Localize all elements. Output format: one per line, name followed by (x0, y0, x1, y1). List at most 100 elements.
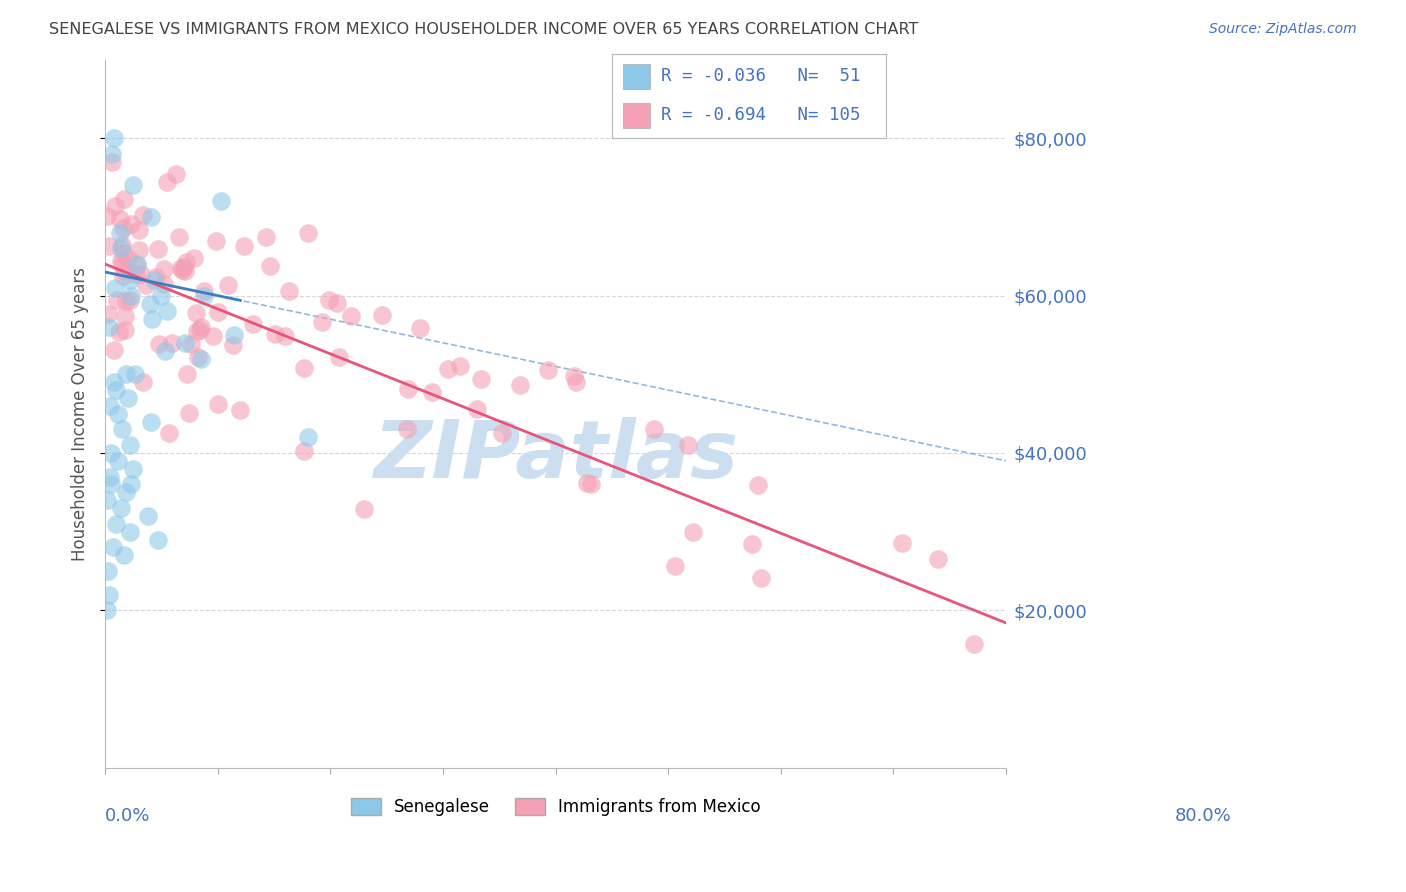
Point (124, 368, 146, 382)
Point (581, 476, 603, 491)
Point (395, 422, 418, 436)
Point (190, 320, 212, 334)
Text: 80.0%: 80.0% (1174, 806, 1232, 824)
Point (749, 571, 772, 585)
Point (204, 234, 226, 248)
Point (294, 443, 316, 458)
Point (104, 383, 127, 397)
Point (186, 306, 208, 320)
Point (173, 260, 195, 274)
Point (117, 252, 139, 266)
Point (104, 281, 127, 295)
Point (108, 325, 131, 339)
Point (173, 264, 195, 278)
Point (105, 516, 128, 531)
Point (174, 335, 197, 350)
Point (437, 362, 460, 376)
Point (111, 220, 134, 235)
Point (103, 375, 125, 389)
Point (145, 270, 167, 285)
Point (112, 549, 135, 563)
Point (326, 296, 349, 310)
Point (259, 259, 281, 273)
Point (193, 284, 215, 298)
Point (122, 178, 145, 193)
Point (209, 194, 232, 209)
Point (136, 508, 159, 523)
Point (278, 284, 301, 298)
Point (110, 253, 132, 268)
Point (104, 199, 127, 213)
Point (207, 397, 229, 411)
Legend: Senegalese, Immigrants from Mexico: Senegalese, Immigrants from Mexico (344, 791, 768, 823)
Text: R = -0.694   N= 105: R = -0.694 N= 105 (661, 106, 860, 124)
Point (98, 399, 121, 413)
Point (176, 367, 198, 381)
Point (370, 308, 392, 322)
Point (111, 256, 134, 270)
Point (449, 359, 471, 374)
Point (409, 321, 432, 335)
Point (162, 336, 184, 351)
Point (398, 382, 420, 396)
Text: 0.0%: 0.0% (105, 806, 150, 824)
Point (157, 425, 180, 440)
Point (122, 461, 145, 475)
Point (190, 351, 212, 366)
Point (127, 257, 149, 271)
Point (509, 378, 531, 392)
Point (148, 337, 170, 351)
Point (103, 541, 125, 555)
Point (115, 485, 138, 500)
Point (110, 501, 132, 516)
Point (107, 454, 129, 468)
Point (339, 309, 361, 323)
Point (328, 350, 350, 364)
Text: R = -0.036   N=  51: R = -0.036 N= 51 (661, 68, 860, 86)
Point (100, 147, 122, 161)
Point (229, 403, 252, 417)
Point (353, 501, 375, 516)
Point (183, 251, 205, 265)
Y-axis label: Householder Income Over 65 years: Householder Income Over 65 years (72, 267, 89, 561)
Point (97, 588, 120, 602)
Point (153, 343, 176, 358)
Point (202, 328, 225, 343)
Point (135, 277, 157, 292)
Point (125, 267, 148, 281)
Point (575, 476, 598, 491)
Point (96, 603, 118, 617)
Point (222, 328, 245, 343)
Point (100, 477, 122, 491)
Point (294, 361, 316, 376)
Point (186, 324, 208, 338)
Point (101, 154, 124, 169)
Point (217, 277, 239, 292)
Point (207, 305, 229, 319)
Point (120, 477, 142, 491)
Point (138, 296, 160, 310)
Text: ZIPatlas: ZIPatlas (373, 417, 738, 495)
Point (165, 167, 187, 181)
Point (747, 478, 769, 492)
Point (169, 260, 191, 275)
Point (112, 192, 135, 206)
Point (676, 438, 699, 452)
Point (491, 426, 513, 441)
Point (98, 469, 121, 483)
Point (963, 637, 986, 651)
Point (155, 175, 177, 189)
Point (97, 320, 120, 334)
Point (132, 208, 155, 222)
Point (103, 343, 125, 358)
Point (97, 307, 120, 321)
Point (150, 288, 173, 302)
Point (643, 422, 665, 436)
Point (97, 564, 120, 578)
Point (118, 293, 141, 308)
Point (110, 422, 132, 436)
Point (297, 430, 319, 444)
Point (111, 237, 134, 252)
Point (114, 323, 136, 337)
Point (148, 533, 170, 547)
